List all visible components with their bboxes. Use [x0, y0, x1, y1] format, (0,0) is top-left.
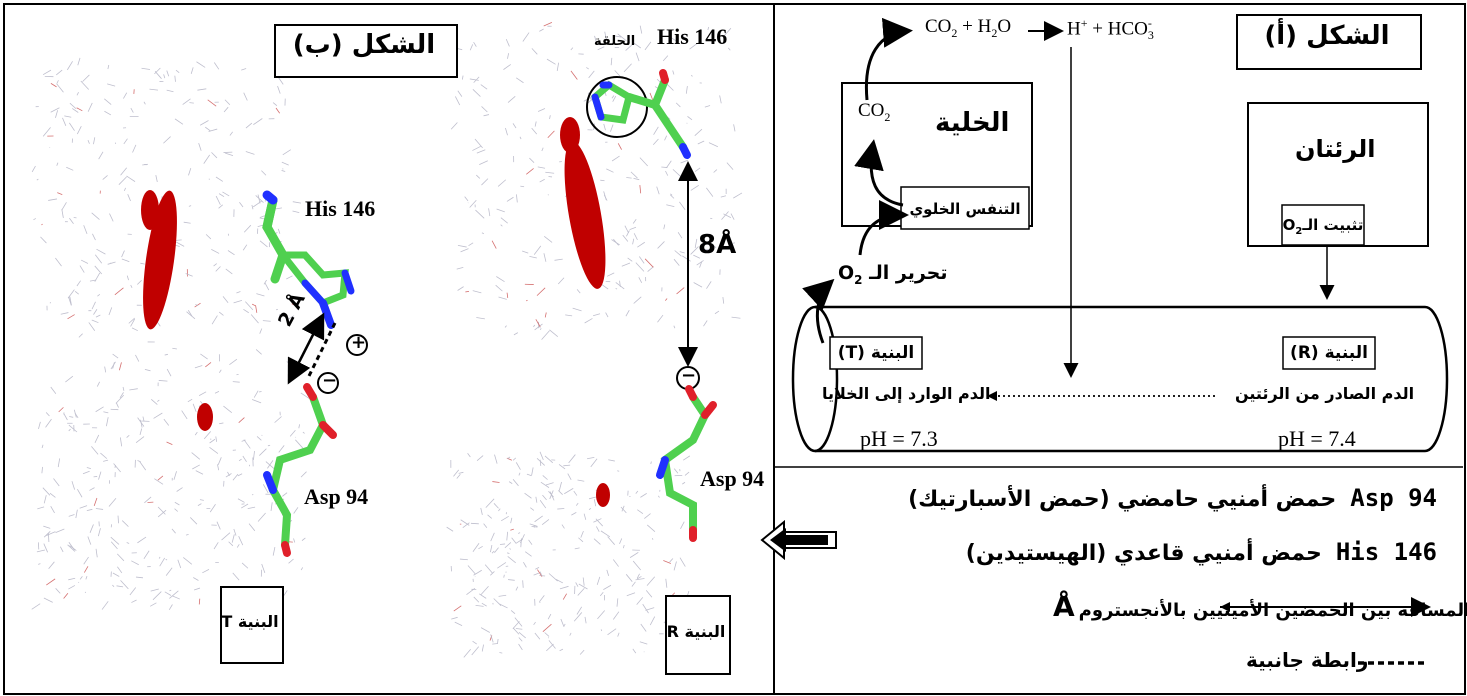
plus-sign-t: + — [351, 332, 367, 353]
o2-release-label: تحرير الـ O2 — [838, 262, 948, 287]
reaction-equation: CO2 + H2O — [925, 16, 1012, 40]
legend-his-code: His 146 — [1335, 538, 1437, 566]
asp94-t-label: Asp 94 — [304, 484, 369, 509]
left-arrow-icon — [760, 520, 837, 560]
respiration-label: التنفس الخلوي — [909, 200, 1021, 218]
distance-arrow-t — [287, 312, 325, 385]
figure-a-graphics — [775, 17, 1463, 665]
his-ring-circle — [586, 76, 648, 138]
heme-r — [560, 117, 610, 507]
protein-wireframe-t-upper — [31, 57, 302, 383]
curve-respiration-to-co2 — [854, 139, 904, 207]
structure-r-box — [665, 595, 731, 675]
minus-sign-r: − — [681, 365, 697, 386]
legend-distance-desc: Å المسافة بين الحمضين الأمينيين بالأنجست… — [1053, 590, 1467, 623]
ph-cells: pH = 7.3 — [860, 426, 938, 451]
asp94-t-molecule — [263, 383, 337, 557]
cell-label: الخلية — [935, 108, 1010, 138]
figure-b-title: الشكل (ب) — [292, 30, 436, 60]
protein-wireframe-t-lower — [31, 381, 310, 610]
minus-sign-t: − — [322, 370, 338, 391]
o2-fixation-box — [1281, 204, 1365, 246]
blood-vessel — [815, 305, 1449, 453]
curve-o2-to-respiration — [858, 200, 909, 256]
center-divider — [773, 3, 775, 693]
angstrom-symbol: Å — [1053, 590, 1075, 623]
lungs-label: الرئتان — [1295, 135, 1376, 163]
his146-t-label: His 146 — [305, 196, 376, 221]
protein-wireframe-r-upper — [450, 21, 743, 340]
plus-charge-t — [346, 334, 368, 356]
legend-his-row: حمض أمنيي قاعدي (الهيستيدين) His 146 — [966, 538, 1437, 566]
blood-in-label: الدم الوارد إلى الخلايا — [822, 384, 991, 403]
structure-r-label: البنية (R) — [1290, 343, 1368, 363]
outer-frame — [3, 3, 1466, 695]
lungs-box — [1247, 102, 1429, 247]
structure-t-tag — [829, 336, 923, 370]
his146-t-molecule — [262, 190, 355, 329]
ph-lungs: pH = 7.4 — [1278, 426, 1356, 451]
heme-t — [141, 190, 213, 431]
structure-r-tag — [1282, 336, 1376, 370]
blood-out-label: الدم الصادر من الرئتين — [1235, 384, 1415, 403]
structure-t-box-label: البنية T — [221, 612, 279, 631]
curve-t-to-o2 — [802, 278, 835, 344]
his146-r-molecule — [590, 69, 691, 159]
legend-side-bond-desc: رابطة جانبية — [1246, 648, 1369, 672]
curve-co2-to-reaction — [864, 17, 913, 101]
legend-asp-code: Asp 94 — [1350, 484, 1437, 512]
respiration-box — [900, 186, 1030, 230]
structure-t-label: البنية (T) — [837, 343, 915, 363]
minus-charge-t — [317, 372, 339, 394]
reaction-products: H+ + HCO3- — [1067, 16, 1154, 43]
asp94-r-label: Asp 94 — [700, 466, 765, 491]
structure-t-box — [220, 586, 284, 664]
figure-a-title: الشكل (أ) — [1264, 21, 1390, 51]
his-ring-label: الحلقة — [594, 34, 636, 49]
protein-wireframe-r-lower — [446, 451, 696, 658]
o2-fixation-label: تثبيت الـO2 — [1282, 216, 1364, 237]
structure-r-box-label: البنية R — [666, 622, 726, 641]
distance-r-label: 8Å — [698, 230, 737, 260]
figure-b-title-box — [274, 24, 458, 78]
his146-r-label: His 146 — [657, 24, 728, 49]
figure-b-graphics — [31, 21, 743, 658]
legend-asp-row: حمض أمنيي حامضي (حمض الأسبارتيك) Asp 94 — [908, 484, 1437, 512]
figure-a-title-box — [1236, 14, 1422, 70]
asp94-r-molecule — [656, 385, 717, 542]
legend-his-desc: حمض أمنيي قاعدي (الهيستيدين) — [965, 541, 1322, 566]
legend-asp-desc: حمض أمنيي حامضي (حمض الأسبارتيك) — [908, 487, 1337, 512]
co2-in-cell: CO2 — [858, 100, 891, 124]
